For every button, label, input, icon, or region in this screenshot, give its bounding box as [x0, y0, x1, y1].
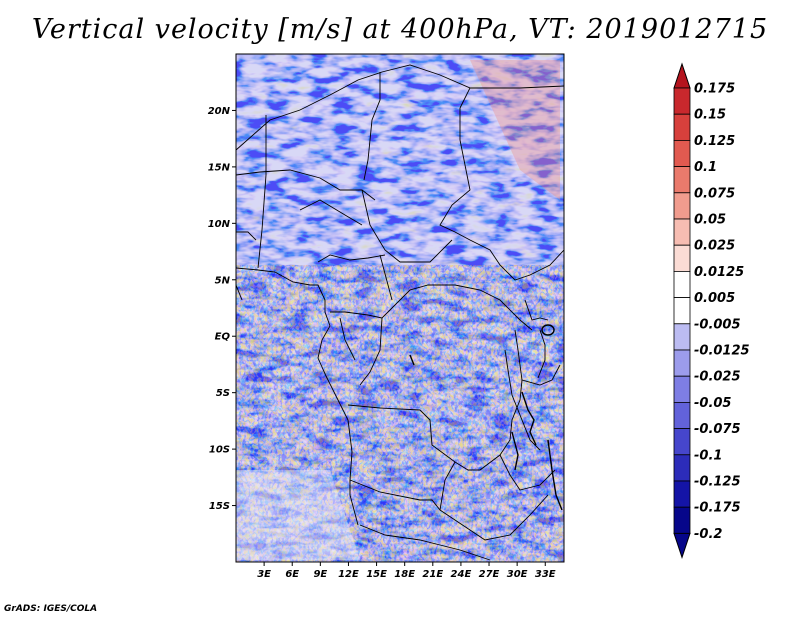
lat-label: EQ [215, 332, 231, 343]
colorbar-label: -0.005 [694, 317, 741, 332]
lon-label: 15E [366, 569, 387, 580]
colorbar-label: 0.075 [694, 186, 735, 201]
lon-label: 30E [507, 569, 528, 580]
lat-label: 20N [208, 106, 231, 117]
lon-label: 12E [338, 569, 359, 580]
colorbar-label: -0.175 [694, 501, 741, 516]
colorbar-label: 0.025 [694, 239, 735, 254]
map-frame [235, 53, 565, 563]
colorbar-label: -0.05 [694, 396, 731, 411]
colorbar-bottom-arrow [673, 532, 691, 559]
lat-label: 10N [208, 219, 231, 230]
lakes [409, 324, 563, 511]
lon-label: 18E [394, 569, 415, 580]
colorbar-label: -0.1 [694, 448, 722, 463]
colorbar-bin [673, 297, 691, 325]
lat-label: 5N [215, 275, 231, 286]
lon-label: 3E [257, 569, 271, 580]
colorbar-bin [673, 270, 691, 298]
colorbar-label: 0.1 [694, 160, 717, 175]
colorbar-bin [673, 192, 691, 220]
lon-label: 9E [313, 569, 327, 580]
colorbar-label: 0.005 [694, 291, 735, 306]
colorbar-label: -0.2 [694, 527, 722, 542]
velocity-field [236, 54, 564, 562]
colorbar-bin [673, 218, 691, 246]
lon-label: 33E [535, 569, 556, 580]
colorbar-bin [673, 323, 691, 351]
colorbar-bin [673, 375, 691, 403]
colorbar-bin [673, 87, 691, 115]
latitude-axis: 20N 15N 10N 5N EQ 5S 10S 15S [208, 106, 236, 512]
colorbar-bin [673, 113, 691, 141]
lat-label: 5S [216, 388, 230, 399]
colorbar-label: 0.175 [694, 82, 735, 97]
colorbar-label: 0.15 [694, 108, 726, 123]
lat-label: 15N [208, 162, 231, 173]
colorbar-label: -0.075 [694, 422, 741, 437]
country-borders [236, 64, 564, 561]
colorbar-label: -0.0125 [694, 344, 750, 359]
colorbar-bin [673, 454, 691, 482]
lon-label: 6E [285, 569, 299, 580]
colorbar-bin [673, 428, 691, 456]
longitude-axis: 3E 6E 9E 12E 15E 18E 21E 24E 27E 30E 33E [257, 562, 556, 580]
chart-title: Vertical velocity [m/s] at 400hPa, VT: 2… [31, 14, 769, 45]
colorbar-bin [673, 139, 691, 167]
colorbar-bin [673, 401, 691, 429]
lat-label: 10S [209, 445, 230, 456]
colorbar-label: 0.125 [694, 134, 735, 149]
lon-label: 24E [451, 569, 472, 580]
colorbar-bin [673, 349, 691, 377]
colorbar-bin [673, 506, 691, 534]
colorbar-label: -0.025 [694, 370, 741, 385]
colorbar-bin [673, 244, 691, 272]
lon-label: 21E [422, 569, 443, 580]
colorbar-label: 0.0125 [694, 265, 744, 280]
colorbar-bin [673, 480, 691, 508]
colorbar: 0.175 0.15 0.125 0.1 0.075 0.05 0.025 0.0125 0.0… [673, 62, 750, 559]
colorbar-label: 0.05 [694, 213, 726, 228]
colorbar-top-arrow [673, 62, 691, 89]
colorbar-label: -0.125 [694, 475, 741, 490]
grads-credit: GrADS: IGES/COLA [4, 604, 98, 614]
lat-label: 15S [209, 501, 230, 512]
colorbar-bin [673, 166, 691, 194]
lon-label: 27E [479, 569, 500, 580]
